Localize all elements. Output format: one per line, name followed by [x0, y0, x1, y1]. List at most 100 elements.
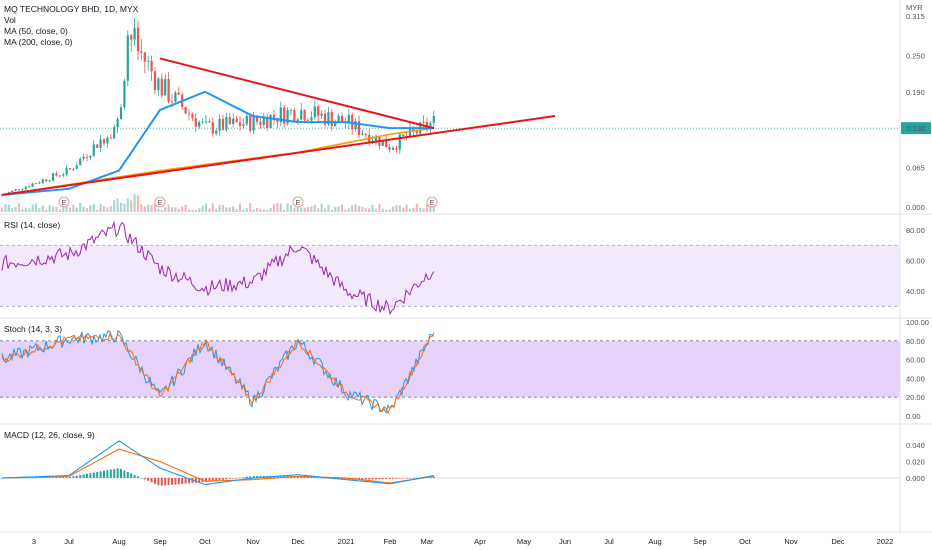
volume-bar	[374, 209, 378, 212]
candle-body	[34, 183, 38, 185]
currency-label: MYR	[906, 3, 923, 12]
stoch-tick-label: 0.00	[906, 412, 921, 421]
macd-histogram-bar	[320, 477, 323, 479]
candle-body	[266, 117, 269, 129]
rsi-tick-label: 60.00	[906, 257, 925, 266]
macd-histogram-bar	[378, 478, 381, 480]
price-tick-label: 0.000	[906, 203, 925, 212]
candle-body	[357, 120, 361, 135]
volume-bar	[238, 203, 242, 212]
volume-bar	[323, 208, 327, 212]
macd-histogram-bar	[198, 478, 201, 483]
macd-histogram-bar	[96, 471, 99, 478]
macd-histogram-bar	[358, 478, 360, 480]
volume-bar	[422, 208, 425, 212]
volume-bar	[317, 208, 320, 212]
candle-body	[123, 80, 126, 108]
stoch-tick-label: 100.00	[906, 318, 929, 327]
volume-bar	[347, 208, 350, 212]
volume-bar	[303, 207, 306, 212]
volume-bar	[72, 204, 75, 212]
macd-histogram-bar	[62, 477, 65, 478]
x-tick-label: Aug	[648, 537, 661, 546]
candle-body	[126, 35, 129, 81]
macd-histogram-bar	[276, 476, 279, 478]
candle-body	[283, 107, 286, 124]
macd-tick-label: 0.040	[906, 441, 925, 450]
volume-bar	[242, 209, 245, 212]
rsi-line	[1, 220, 435, 316]
candle-body	[259, 121, 262, 126]
price-tick-label: 0.315	[906, 12, 925, 21]
candle-body	[293, 109, 296, 122]
volume-bar	[143, 206, 146, 212]
volume-bar	[45, 209, 48, 212]
volume-bar	[391, 206, 395, 212]
candle-body	[174, 92, 177, 102]
ma50-legend[interactable]: MA (50, close, 0)	[4, 26, 68, 36]
macd-histogram-bar	[218, 478, 221, 481]
volume-bar	[340, 204, 344, 212]
x-tick-label: Oct	[199, 537, 212, 546]
volume-bar	[357, 205, 361, 212]
ma200-legend[interactable]: MA (200, close, 0)	[4, 37, 73, 47]
candle-body	[72, 168, 75, 170]
macd-histogram-bar	[157, 478, 160, 486]
candle-body	[136, 27, 140, 52]
volume-bar	[119, 203, 123, 212]
macd-histogram-bar	[402, 478, 405, 479]
macd-histogram-bar	[48, 477, 51, 478]
macd-histogram-bar	[41, 477, 44, 478]
candle-body	[388, 147, 391, 150]
volume-bar	[174, 207, 177, 212]
candle-body	[310, 117, 313, 121]
volume-bar	[259, 208, 262, 212]
symbol-title[interactable]: MQ TECHNOLOGY BHD, 1D, MYX	[4, 4, 139, 14]
candle-body	[429, 122, 432, 129]
macd-histogram-bar	[92, 472, 95, 478]
rsi-tick-label: 80.00	[906, 226, 925, 235]
candle-body	[201, 121, 204, 123]
volume-bar	[272, 203, 276, 212]
volume-bar	[147, 204, 150, 212]
candle-body	[75, 165, 78, 169]
macd-line	[1, 440, 435, 486]
volume-bar	[106, 207, 109, 212]
candle-body	[395, 148, 398, 150]
candle-body	[242, 124, 245, 126]
rsi-legend[interactable]: RSI (14, close)	[4, 220, 61, 230]
candle-body	[354, 120, 357, 130]
volume-bar	[310, 206, 313, 212]
candle-body	[218, 118, 221, 131]
macd-histogram-bar	[184, 478, 187, 484]
macd-histogram-bar	[143, 478, 146, 480]
macd-histogram-bar	[222, 478, 224, 480]
macd-histogram-bar	[69, 476, 71, 478]
volume-bar	[402, 207, 405, 212]
x-tick-label: 2022	[877, 537, 894, 546]
stoch-legend[interactable]: Stoch (14, 3, 3)	[4, 324, 63, 334]
candle-body	[286, 110, 289, 124]
macd-legend[interactable]: MACD (12, 26, close, 9)	[4, 430, 95, 440]
volume-bar	[65, 205, 68, 212]
volume-bar	[296, 206, 299, 212]
volume-bar	[313, 204, 316, 212]
x-tick-label: Feb	[384, 537, 397, 546]
volume-bar	[92, 204, 95, 212]
macd-histogram-bar	[45, 477, 48, 478]
volume-bar	[198, 208, 201, 212]
stoch-d-line	[1, 332, 435, 415]
macd-histogram-bar	[137, 476, 139, 478]
candle-body	[323, 113, 327, 125]
macd-histogram-bar	[395, 478, 398, 479]
macd-histogram-bar	[392, 478, 394, 479]
x-tick-label: Dec	[831, 537, 845, 546]
volume-bar	[337, 206, 340, 212]
volume-bar	[218, 205, 221, 212]
volume-bar	[262, 209, 265, 212]
volume-bar	[194, 209, 197, 212]
candle-body	[269, 115, 272, 129]
volume-bar	[51, 206, 55, 212]
vol-legend[interactable]: Vol	[4, 15, 16, 25]
